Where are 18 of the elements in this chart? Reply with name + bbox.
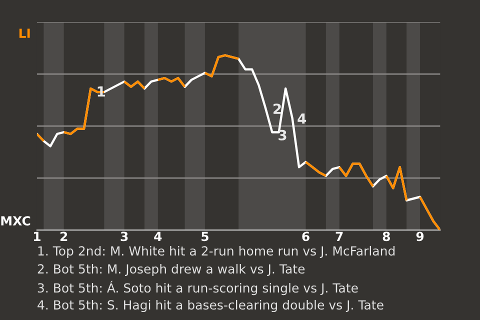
text: 2. Bot 5th: M. Joseph drew a walk vs J. Tate [38, 264, 305, 276]
x-tick-label: 1 [34, 232, 40, 241]
annotation: 2 [274, 104, 281, 114]
text: 3. Bot 5th: Á. Soto hit a run-scoring single vs J. Tate [38, 280, 358, 296]
annotation: 4 [298, 114, 306, 124]
x-tick-label: 7 [336, 232, 343, 241]
x-tick-label: 3 [120, 232, 128, 242]
annotation: 3 [278, 130, 286, 140]
x-tick-label: 4 [154, 232, 162, 241]
x-tick-label: 6 [302, 232, 310, 242]
x-tick-label: 8 [382, 232, 390, 242]
text: LI [19, 28, 30, 38]
x-tick-label: 2 [60, 232, 68, 241]
text: 1. Top 2nd: M. White hit a 2-run home run vs J. McFarland [38, 246, 395, 258]
text: MXC [1, 216, 30, 226]
text: 4. Bot 5th: S. Hagi hit a bases-clearing double vs J. Tate [38, 300, 384, 312]
x-tick-label: 5 [202, 232, 208, 242]
x-tick-label: 9 [416, 232, 424, 242]
